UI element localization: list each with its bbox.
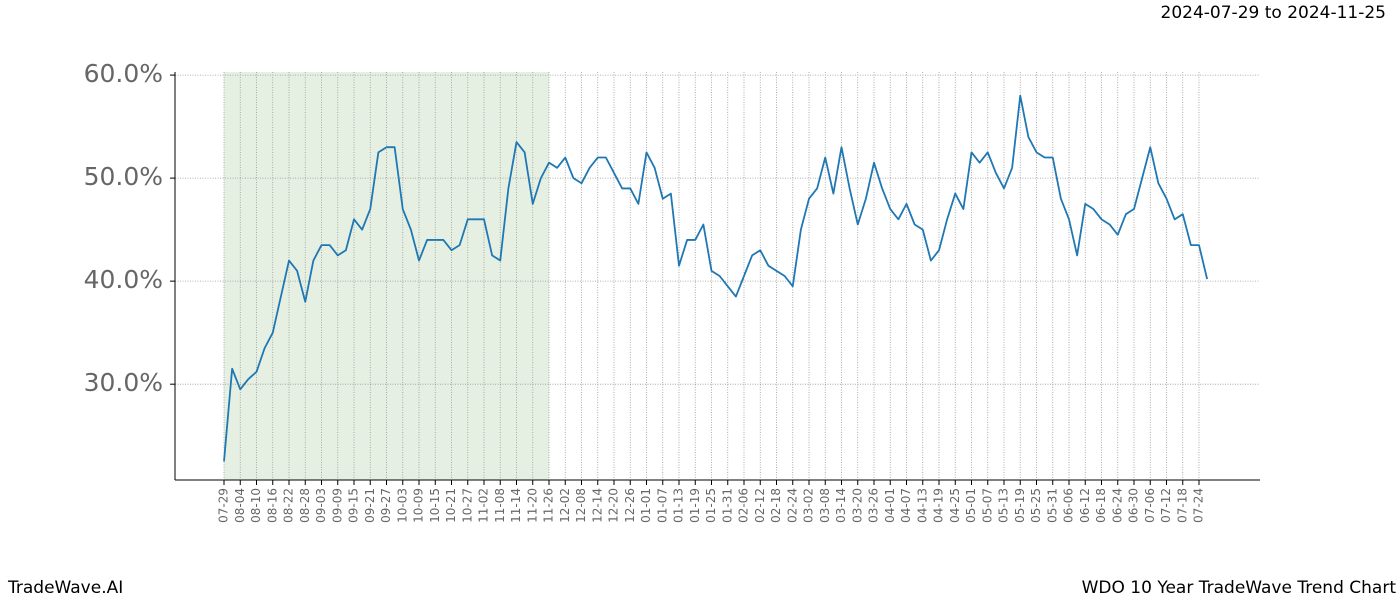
x-tick-label: 04-19 — [932, 488, 946, 523]
x-tick-label: 05-01 — [964, 488, 978, 523]
x-tick-label: 05-25 — [1029, 488, 1043, 523]
x-tick-label: 06-24 — [1110, 488, 1124, 523]
x-tick-label: 01-31 — [720, 488, 734, 523]
x-tick-label: 02-24 — [785, 488, 799, 523]
x-tick-label: 07-24 — [1192, 488, 1206, 523]
x-tick-label: 01-07 — [655, 488, 669, 523]
x-tick-label: 06-06 — [1062, 488, 1076, 523]
x-tick-label: 05-31 — [1045, 488, 1059, 523]
x-tick-label: 06-12 — [1078, 488, 1092, 523]
x-tick-label: 11-02 — [477, 488, 491, 523]
x-tick-label: 03-14 — [834, 488, 848, 523]
x-tick-label: 08-10 — [249, 488, 263, 523]
x-tick-label: 07-06 — [1143, 488, 1157, 523]
x-tick-label: 04-01 — [883, 488, 897, 523]
x-tick-label: 04-25 — [948, 488, 962, 523]
footer-left: TradeWave.AI — [7, 578, 123, 598]
x-tick-label: 07-12 — [1159, 488, 1173, 523]
x-tick-label: 01-13 — [672, 488, 686, 523]
x-tick-label: 10-03 — [395, 488, 409, 523]
x-tick-label: 12-26 — [623, 488, 637, 523]
x-tick-label: 12-08 — [574, 488, 588, 523]
x-tick-label: 08-16 — [265, 488, 279, 523]
x-tick-label: 01-01 — [639, 488, 653, 523]
highlight-region — [224, 72, 549, 480]
x-tick-label: 08-28 — [298, 488, 312, 523]
x-tick-label: 03-08 — [818, 488, 832, 523]
y-tick-label: 60.0% — [84, 59, 163, 88]
chart-title: 2024-07-29 to 2024-11-25 — [1161, 3, 1386, 23]
x-tick-label: 02-12 — [753, 488, 767, 523]
x-tick-label: 01-19 — [688, 488, 702, 523]
x-tick-label: 10-21 — [444, 488, 458, 523]
x-tick-label: 11-14 — [509, 488, 523, 523]
x-tick-label: 04-07 — [899, 488, 913, 523]
x-tick-label: 03-02 — [802, 488, 816, 523]
x-tick-label: 09-03 — [314, 488, 328, 523]
x-tick-label: 08-22 — [282, 488, 296, 523]
x-tick-label: 12-02 — [558, 488, 572, 523]
x-tick-label: 05-13 — [997, 488, 1011, 523]
x-tick-label: 09-27 — [379, 488, 393, 523]
x-tick-label: 01-25 — [704, 488, 718, 523]
x-tick-label: 03-20 — [850, 488, 864, 523]
x-tick-label: 07-18 — [1175, 488, 1189, 523]
x-tick-label: 11-08 — [493, 488, 507, 523]
x-tick-label: 12-20 — [607, 488, 621, 523]
y-tick-label: 50.0% — [84, 162, 163, 191]
x-tick-label: 09-21 — [363, 488, 377, 523]
x-tick-label: 12-14 — [590, 488, 604, 523]
y-tick-label: 40.0% — [84, 265, 163, 294]
x-tick-label: 07-29 — [217, 488, 231, 523]
x-tick-label: 05-07 — [980, 488, 994, 523]
footer-right: WDO 10 Year TradeWave Trend Chart — [1082, 578, 1397, 598]
x-tick-label: 10-09 — [412, 488, 426, 523]
x-tick-label: 10-15 — [428, 488, 442, 523]
x-tick-label: 05-19 — [1013, 488, 1027, 523]
x-tick-label: 10-27 — [460, 488, 474, 523]
x-tick-label: 02-18 — [769, 488, 783, 523]
x-tick-label: 11-26 — [542, 488, 556, 523]
trend-line — [223, 94, 1209, 462]
x-tick-label: 04-13 — [915, 488, 929, 523]
y-tick-label: 30.0% — [84, 368, 163, 397]
x-tick-label: 09-09 — [330, 488, 344, 523]
x-tick-label: 09-15 — [347, 488, 361, 523]
x-tick-label: 11-20 — [525, 488, 539, 523]
x-tick-label: 03-26 — [867, 488, 881, 523]
x-tick-label: 06-18 — [1094, 488, 1108, 523]
x-tick-label: 06-30 — [1127, 488, 1141, 523]
x-tick-label: 02-06 — [737, 488, 751, 523]
x-tick-label: 08-04 — [233, 488, 247, 523]
